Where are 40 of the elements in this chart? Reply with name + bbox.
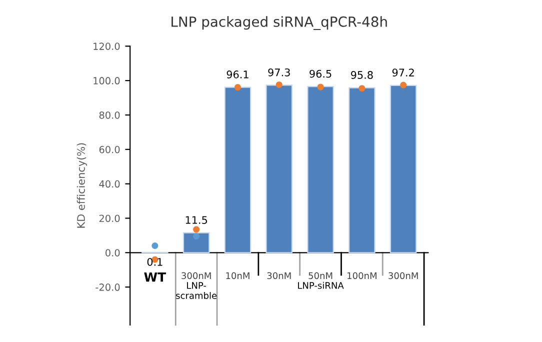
x-tick-label: 300nM	[388, 272, 418, 280]
x-tick-label: 300nM	[182, 272, 211, 280]
y-tick-label: 0.0	[106, 249, 120, 256]
y-tick-label: 20.0	[99, 214, 120, 222]
data-label: 97.2	[392, 68, 414, 76]
y-tick-label: 80.0	[99, 111, 120, 119]
data-label: 0.1	[147, 258, 162, 266]
bar	[266, 84, 293, 254]
chart-title: LNP packaged siRNA_qPCR-48h	[172, 16, 387, 30]
bar	[348, 87, 376, 254]
point	[276, 81, 282, 88]
bar	[224, 86, 252, 254]
point	[193, 233, 200, 240]
data-label: 11.5	[186, 216, 208, 224]
data-label: 95.8	[350, 71, 373, 79]
annotation: LNP- scramble	[176, 282, 217, 299]
data-label: 96.1	[226, 70, 248, 78]
x-tick-label: 10nM	[226, 272, 250, 280]
point	[193, 226, 200, 233]
x-tick-label: 100nM	[348, 272, 376, 280]
x-tick-label: 50nM	[308, 272, 332, 280]
data-label: 96.5	[310, 70, 332, 78]
point	[234, 84, 241, 91]
point	[152, 242, 158, 250]
y-axis-title: KD efficiency(%)	[76, 143, 87, 228]
y-tick-label: 100.0	[94, 77, 120, 84]
point	[317, 84, 324, 90]
y-tick-label: 60.0	[99, 146, 120, 154]
bar	[390, 84, 417, 254]
data-label: 97.3	[268, 68, 290, 76]
point	[400, 82, 407, 88]
x-tick-label: 30nM	[267, 272, 291, 280]
bar	[182, 232, 210, 254]
x-tick-label: WT	[144, 272, 166, 282]
y-tick-label: 120.0	[94, 42, 120, 50]
bar	[307, 86, 334, 254]
y-tick-label: 40.0	[99, 180, 120, 188]
y-tick-label: -20.0	[96, 284, 120, 291]
point	[358, 85, 366, 92]
annotation: LNP-siRNA	[298, 282, 344, 289]
